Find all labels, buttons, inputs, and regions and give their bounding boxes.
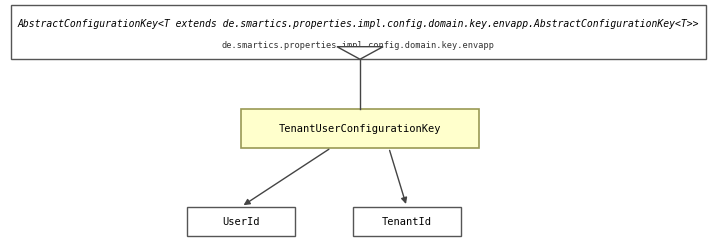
Text: AbstractConfigurationKey<T extends de.smartics.properties.impl.config.domain.key: AbstractConfigurationKey<T extends de.sm… <box>17 18 699 28</box>
Bar <box>11 6 706 60</box>
Bar <box>353 207 461 236</box>
Bar <box>241 109 479 148</box>
Text: TenantUserConfigurationKey: TenantUserConfigurationKey <box>279 124 441 134</box>
Bar <box>187 207 295 236</box>
Text: de.smartics.properties.impl.config.domain.key.envapp: de.smartics.properties.impl.config.domai… <box>222 40 495 50</box>
Text: TenantId: TenantId <box>382 216 432 226</box>
Text: UserId: UserId <box>222 216 260 226</box>
Polygon shape <box>337 48 383 60</box>
